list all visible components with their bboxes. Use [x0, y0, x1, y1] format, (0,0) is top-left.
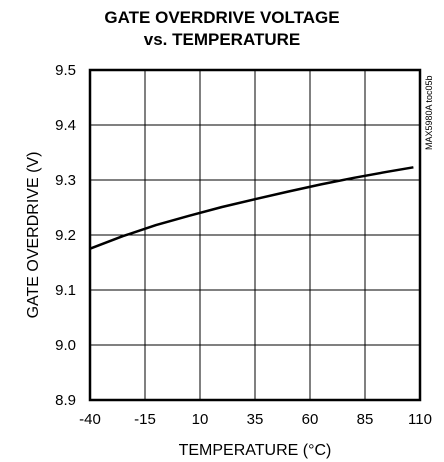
chart-title: GATE OVERDRIVE VOLTAGE [104, 8, 340, 27]
grid-lines [90, 70, 420, 400]
x-tick-label: -15 [134, 411, 156, 428]
x-axis-label: TEMPERATURE (°C) [179, 442, 332, 459]
y-axis-label: GATE OVERDRIVE (V) [25, 152, 42, 319]
y-tick-label: 9.4 [55, 117, 76, 134]
y-tick-label: 8.9 [55, 392, 76, 409]
x-tick-label: 35 [247, 411, 264, 428]
y-tick-label: 9.0 [55, 337, 76, 354]
y-tick-label: 9.1 [55, 282, 76, 299]
chart-annotation: MAX5980A toc05b [424, 75, 434, 150]
y-tick-label: 9.3 [55, 172, 76, 189]
plot-frame [88, 68, 422, 402]
y-tick-label: 9.5 [55, 62, 76, 79]
x-tick-label: -40 [79, 411, 101, 428]
series-line [89, 166, 414, 250]
x-tick-label: 110 [408, 411, 432, 428]
x-tick-label: 85 [357, 411, 374, 428]
chart-subtitle: vs. TEMPERATURE [143, 30, 301, 49]
y-tick-label: 9.2 [55, 227, 76, 244]
x-tick-label: 60 [302, 411, 319, 428]
x-tick-label: 10 [192, 411, 209, 428]
tick-labels: -40 -15 10 35 60 85 110 8.9 9.0 9.1 9.2 9.3 9.4 9.5 [55, 62, 432, 428]
data-series [89, 166, 414, 250]
